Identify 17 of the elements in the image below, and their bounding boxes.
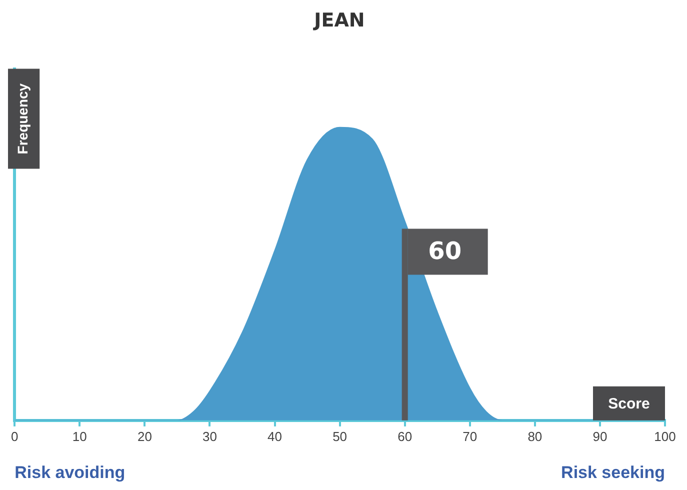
text: Risk seeking [561, 463, 665, 482]
y-axis-title: Frequency [14, 83, 30, 154]
x-tick-label: 40 [268, 428, 282, 444]
x-tick-label: 100 [654, 428, 676, 444]
text: Risk avoiding [14, 463, 126, 482]
x-tick-label: 0 [11, 428, 18, 444]
x-tick-label: 10 [72, 428, 87, 444]
x-axis-title: Score [608, 396, 650, 413]
x-tick-label: 20 [137, 428, 152, 444]
x-tick-label: 90 [592, 428, 608, 444]
chart-title: JEAN [312, 9, 365, 32]
x-tick-label: 30 [202, 428, 217, 444]
ref-line-label: 60 [428, 237, 462, 266]
x-tick-label: 60 [398, 428, 412, 444]
x-tick-label: 50 [332, 428, 348, 444]
x-tick-label: 80 [528, 428, 542, 444]
x-tick-label: 70 [462, 428, 478, 444]
